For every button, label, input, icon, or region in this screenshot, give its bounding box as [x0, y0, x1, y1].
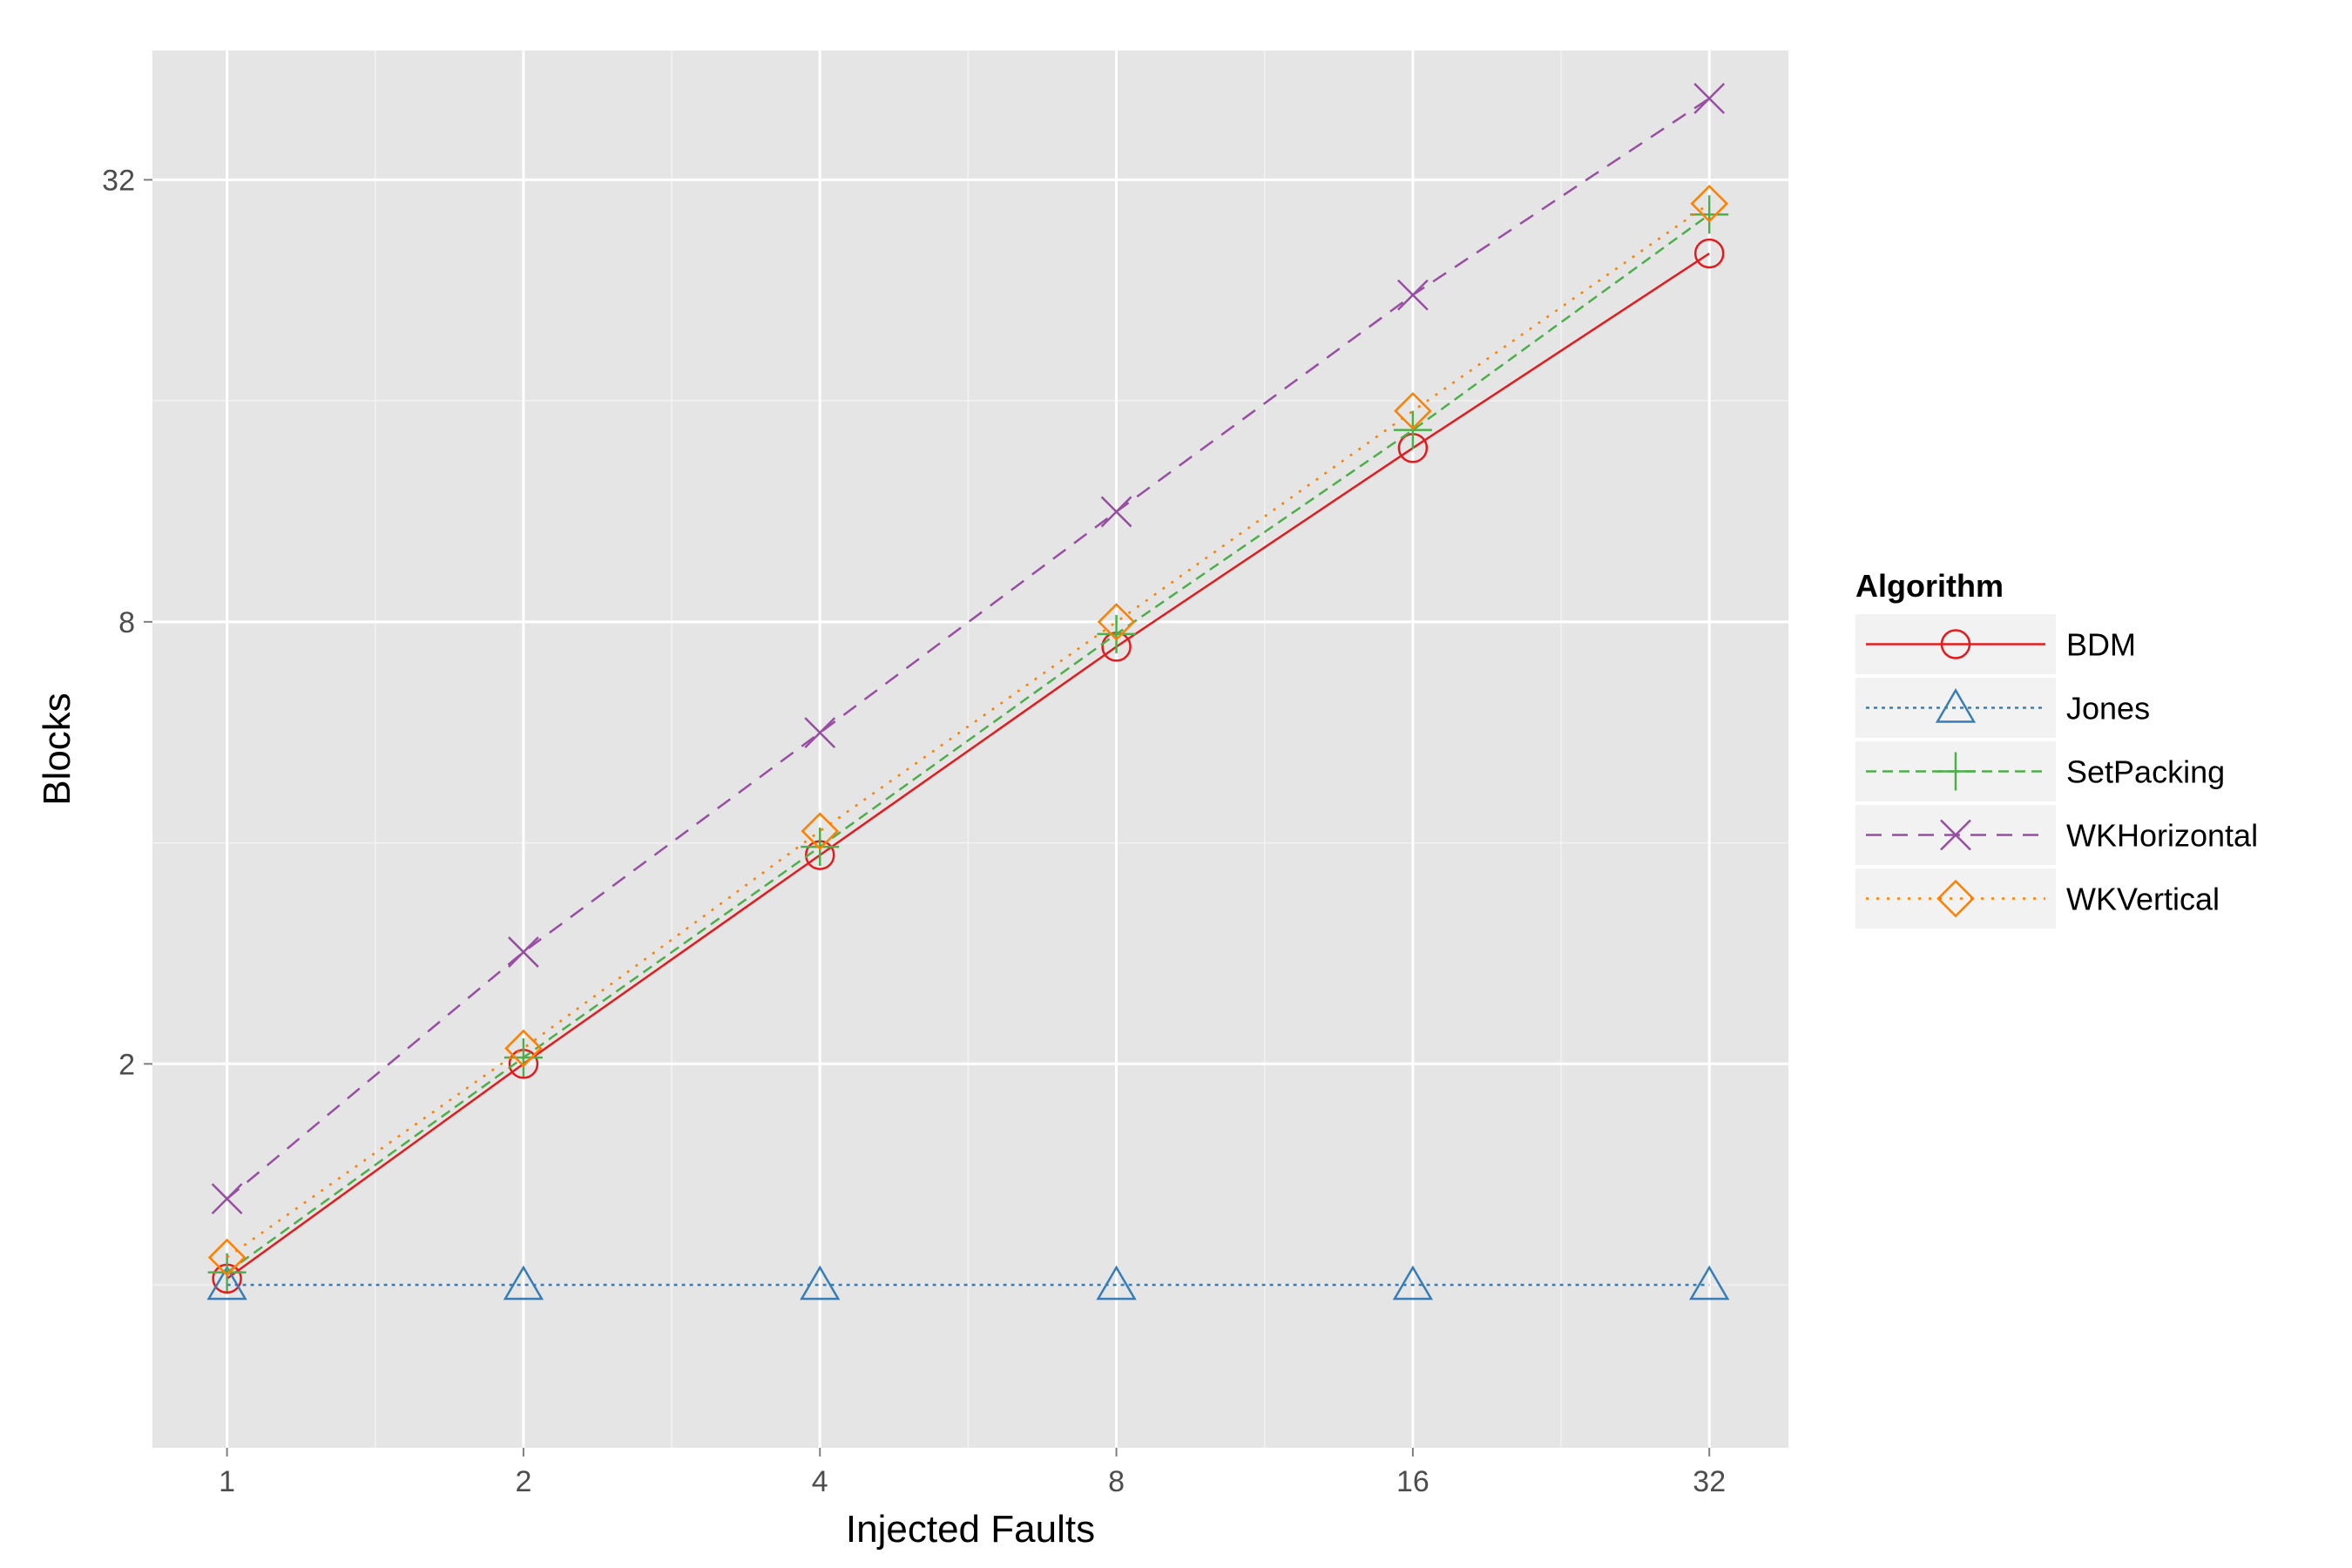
data-point-setpacking [1097, 614, 1136, 653]
data-point-wkhorizontal [1397, 279, 1429, 311]
legend-title: Algorithm [1855, 568, 2004, 604]
series-line-wkhorizontal [226, 97, 1710, 1200]
series-setpacking [207, 195, 1729, 1292]
legend-key-marker-wkhorizontal [1940, 819, 1971, 851]
data-point-setpacking [801, 828, 840, 867]
legend-label-wkhorizontal: WKHorizontal [2066, 818, 2258, 854]
x-axis-title: Injected Faults [846, 1508, 1095, 1551]
data-point-wkhorizontal [804, 717, 836, 749]
y-axis-title: Blocks [36, 693, 78, 806]
legend-key-marker-wkvertical [1936, 879, 1975, 918]
legend: Algorithm BDM Jones SetPacking WKHorizontal… [1855, 568, 2258, 929]
data-point-wkvertical [207, 1238, 247, 1277]
data-point-wkhorizontal [1100, 496, 1132, 528]
legend-key-bg-wkvertical [1855, 868, 2056, 929]
axis-ticks: 1 2 4 8 16 32 2 8 32 [102, 164, 1726, 1498]
data-point-jones [1096, 1265, 1137, 1301]
series-jones [206, 1265, 1730, 1301]
x-tick-label: 4 [812, 1465, 828, 1498]
legend-label-wkvertical: WKVertical [2066, 882, 2220, 917]
x-tick-label: 32 [1693, 1465, 1726, 1498]
data-point-wkvertical [504, 1029, 543, 1068]
data-point-wkvertical [1690, 184, 1728, 223]
data-point-jones [503, 1265, 544, 1301]
data-point-setpacking [1690, 195, 1729, 234]
legend-label-bdm: BDM [2066, 627, 2136, 663]
x-tick-label: 8 [1108, 1465, 1125, 1498]
data-point-wkvertical [1394, 391, 1432, 430]
data-point-setpacking [207, 1253, 247, 1292]
data-point-wkvertical [801, 812, 840, 850]
legend-label-jones: Jones [2066, 691, 2150, 727]
y-tick-label: 32 [102, 164, 135, 197]
data-point-jones [1689, 1265, 1730, 1301]
x-tick-label: 16 [1396, 1465, 1429, 1498]
legend-key-marker-setpacking [1936, 752, 1975, 791]
data-point-bdm [1693, 238, 1725, 269]
series-line-wkvertical [226, 202, 1710, 1259]
x-tick-label: 2 [515, 1465, 531, 1498]
series-layer [206, 83, 1730, 1301]
data-point-jones [1392, 1265, 1434, 1301]
series-wkhorizontal [211, 83, 1726, 1215]
data-point-wkvertical [1097, 603, 1136, 641]
series-wkvertical [207, 184, 1728, 1277]
y-tick-label: 2 [118, 1048, 135, 1081]
legend-key-marker-jones [1935, 688, 1977, 723]
legend-key-marker-bdm [1940, 629, 1971, 659]
data-point-wkhorizontal [211, 1183, 243, 1215]
data-point-jones [206, 1265, 247, 1301]
data-point-wkhorizontal [508, 936, 539, 968]
series-line-bdm [226, 252, 1710, 1280]
series-line-setpacking [226, 213, 1710, 1274]
data-point-jones [800, 1265, 841, 1301]
major-grid [152, 51, 1788, 1448]
x-tick-label: 1 [219, 1465, 235, 1498]
data-point-setpacking [1393, 410, 1432, 449]
legend-label-setpacking: SetPacking [2066, 754, 2225, 790]
y-tick-label: 8 [118, 606, 135, 639]
data-point-wkhorizontal [1693, 83, 1726, 114]
series-bdm [212, 238, 1725, 1294]
